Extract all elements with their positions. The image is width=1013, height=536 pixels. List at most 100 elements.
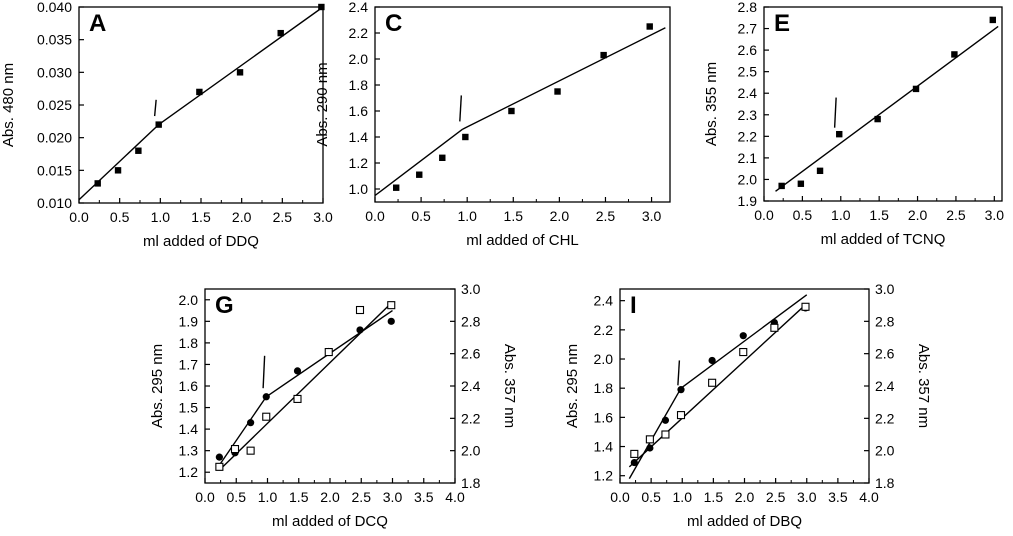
x-tick-label: 1.5 [704,489,724,505]
x-tick-label: 4.0 [445,489,465,505]
y-tick-label: 1.2 [594,468,614,484]
y-tick-label: 1.8 [349,77,369,93]
y-tick-label: 0.020 [37,130,72,146]
y-tick-label: 2.7 [738,21,758,37]
fit-line [680,294,808,389]
data-point [293,367,302,375]
data-point [770,323,779,332]
panel-letter: E [774,10,790,37]
y2-tick-label: 2.2 [461,410,481,426]
x-tick-label: 2.0 [320,489,340,505]
y-tick-label: 2.0 [594,351,614,367]
x-tick-label: 2.5 [946,207,966,223]
y-axis-label: Abs. 295 nm [149,344,166,428]
x-tick-label: 1.0 [151,209,171,225]
data-point [215,453,223,461]
y-tick-label: 2.2 [349,25,369,41]
y-tick-label: 1.9 [179,313,199,329]
y-tick-label: 2.3 [738,107,758,123]
x-tick-label: 2.0 [232,209,252,225]
panel-e: 0.0 0.5 1.0 1.5 2.0 2.5 3.0 1.9 2.0 2.1 2.2 2.3 2.4 2… [703,0,1004,248]
data-point [355,305,365,315]
data-point [816,167,824,175]
fit-line [218,301,393,471]
data-point [874,115,881,123]
data-point [114,167,122,174]
data-point [912,85,920,93]
data-point [554,88,561,95]
y2-tick-label: 3.0 [461,281,481,297]
y2-tick-label: 2.0 [461,443,481,459]
x-axis-label: ml added of TCNQ [821,231,946,248]
panel-letter: A [89,10,106,37]
y-tick-label: 1.6 [179,378,199,394]
y-tick-label: 2.6 [738,42,758,58]
data-point [645,435,654,444]
fit-line [78,124,160,201]
fit-line [158,6,324,126]
x-tick-label: 0.5 [110,209,130,225]
data-point [94,180,101,187]
x-tick-label: 1.0 [457,208,477,224]
y2-axis-label: Abs. 357 nm [915,344,932,428]
y-tick-label: 0.015 [37,162,72,178]
x-tick-label: 2.0 [735,489,755,505]
x-tick-label: 0.5 [227,489,247,505]
data-point [277,29,284,37]
fit-line [216,396,267,469]
y-axis-label: Abs. 355 nm [703,62,720,146]
x-tick-label: 1.5 [289,489,309,505]
data-point [708,378,717,387]
y2-tick-label: 2.4 [875,378,895,394]
y-tick-label: 0.025 [37,97,72,113]
data-point [262,412,271,421]
fit-line [462,27,666,130]
y-tick-label: 1.5 [179,400,199,416]
y-tick-label: 2.4 [738,85,758,101]
x-tick-label: 3.5 [828,489,848,505]
y2-tick-label: 2.4 [461,378,481,394]
equivalence-marker [459,95,463,122]
y-axis-label: Abs. 480 nm [0,63,17,147]
data-point [318,3,325,11]
data-point [196,88,203,96]
y-tick-label: 1.7 [179,356,199,372]
data-point [293,394,302,403]
y2-tick-label: 2.2 [875,410,895,426]
x-tick-label: 2.5 [766,489,786,505]
x-tick-label: 1.0 [831,207,851,223]
x-axis-label: ml added of CHL [466,232,579,249]
data-point [135,147,142,154]
y2-tick-label: 2.8 [875,313,895,329]
x-axis-label: ml added of DDQ [143,233,259,250]
data-point [797,180,805,187]
data-point [439,154,446,161]
x-tick-label: 4.0 [859,489,879,505]
x-tick-label: 3.0 [985,207,1005,223]
equivalence-marker [677,360,681,386]
x-tick-label: 2.5 [352,489,372,505]
data-point [739,347,748,357]
y-tick-label: 0.040 [37,0,72,15]
x-tick-label: 3.5 [414,489,434,505]
data-point [739,332,747,340]
data-point [508,107,515,115]
y2-tick-label: 3.0 [875,281,895,297]
data-point [661,430,670,439]
data-point [646,23,653,30]
y-tick-label: 2.4 [594,293,614,309]
data-point [356,326,364,334]
x-tick-label: 1.5 [191,209,211,225]
y-tick-label: 1.8 [594,380,614,396]
x-tick-label: 0.5 [641,489,661,505]
data-point [951,51,958,58]
data-point [324,347,333,357]
data-point [215,462,224,471]
data-point [236,69,244,76]
y-tick-label: 2.2 [594,322,614,338]
y-tick-label: 1.4 [179,421,199,437]
y-axis-label: Abs. 295 nm [564,344,581,428]
x-tick-label: 0.0 [754,207,774,223]
fit-line [374,128,464,197]
